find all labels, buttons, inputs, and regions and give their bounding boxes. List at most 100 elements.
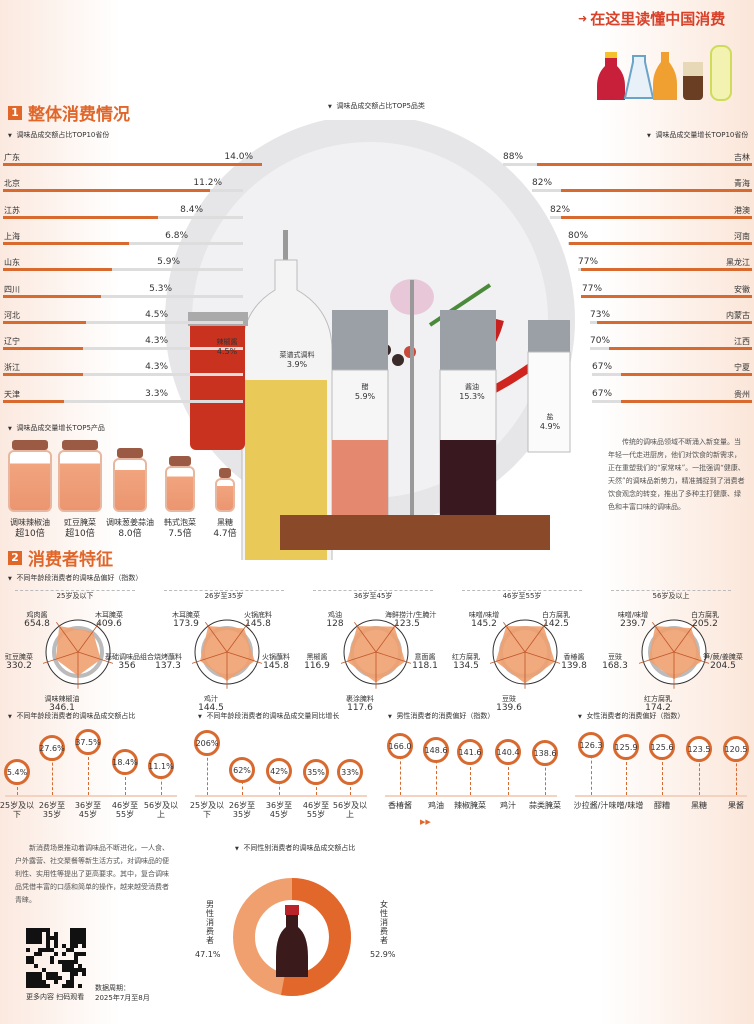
radar-axis: [226, 621, 249, 653]
qr-module: [70, 980, 74, 984]
radar-item-name: 白方腐乳: [691, 611, 719, 619]
qr-module: [38, 928, 42, 932]
female-label: 女性消费者: [380, 900, 388, 945]
qr-module: [42, 968, 46, 972]
radar-item-name: 火锅底料: [244, 611, 272, 619]
radar-axis: [77, 651, 114, 664]
province-label: 青海: [734, 179, 750, 189]
radar-label: 红方腐乳 134.5: [444, 653, 488, 671]
growth-bar: [537, 163, 752, 166]
arrow-icon: ➜: [578, 12, 588, 25]
value-bubble: 35%: [303, 759, 329, 785]
qr-module: [50, 956, 54, 960]
qr-module: [34, 940, 38, 944]
province-value: 8.4%: [180, 204, 203, 215]
growth-bar: [569, 241, 752, 245]
qr-module: [46, 932, 50, 936]
qr-module: [82, 968, 86, 972]
radar-label: 味噌/味增 239.7: [611, 611, 655, 629]
qr-module: [50, 948, 54, 952]
qr-module: [50, 960, 54, 964]
qr-module: [66, 984, 70, 988]
qr-module: [26, 936, 30, 940]
province-label: 上海: [4, 231, 20, 241]
bar-track: [3, 373, 243, 377]
bubble-baseline: [195, 795, 367, 797]
more-arrows-icon: ▶▶: [420, 818, 431, 826]
bubble-category: 辣椒腌菜: [454, 801, 486, 810]
data-period: 数据周期： 2025年7月至8月: [95, 984, 150, 1002]
bubble-category: 醪糟: [654, 801, 670, 810]
radar-axis: [205, 621, 228, 653]
province-label: 天津: [4, 389, 20, 399]
province-label: 广东: [4, 153, 20, 162]
qr-module: [42, 928, 46, 932]
value-bubble: 42%: [266, 758, 292, 784]
value-bubble: 18.4%: [112, 749, 138, 775]
radar-item-value: 145.8: [263, 661, 289, 671]
qr-module: [78, 968, 82, 972]
radar-label: 味噌/味增 145.2: [462, 611, 506, 629]
radar-axis: [375, 651, 412, 664]
radar-item-value: 168.3: [602, 661, 628, 671]
radar-item-name: 裹涂腌料: [346, 695, 374, 703]
radar-chart: [489, 619, 561, 689]
radar-chart: [191, 619, 263, 689]
growth-value: 88%: [503, 152, 524, 162]
product-value: 超10倍: [15, 529, 45, 539]
province-value: 5.9%: [157, 257, 180, 268]
radar-item-value: 144.5: [198, 703, 224, 713]
radar-item-value: 173.9: [173, 619, 199, 629]
radar-axis: [652, 621, 675, 653]
radar-axis: [673, 621, 696, 653]
radar-item-name: 基础调味品组合: [105, 653, 154, 661]
growth-bar: [561, 189, 752, 193]
growth-value: 73%: [590, 309, 611, 320]
bubble-category: 黑糖: [691, 801, 707, 810]
male-value: 47.1%: [195, 950, 221, 959]
plate-illustration: [165, 120, 575, 560]
qr-module: [58, 976, 62, 980]
qr-module: [26, 984, 30, 988]
province-label: 辽宁: [4, 337, 20, 347]
qr-module: [34, 936, 38, 940]
radar-item-value: 134.5: [453, 661, 479, 671]
qr-module: [38, 932, 42, 936]
radar-label: 意面酱 118.1: [403, 653, 447, 671]
bubble-baseline: [385, 795, 557, 797]
section2-title: 2 消费者特征: [8, 545, 113, 570]
province-value: 14.0%: [224, 152, 253, 162]
jar-lid-icon: [12, 440, 48, 450]
jar-icon: [58, 450, 102, 512]
radar-chart: [638, 619, 710, 689]
radar-item-name: 豆豉: [608, 653, 622, 661]
growth-bar: [609, 347, 752, 351]
radar-label: 海鲜捞汁/生腌汁 123.5: [385, 611, 436, 629]
qr-module: [42, 948, 46, 952]
qr-module: [46, 944, 50, 948]
qr-module: [70, 944, 74, 948]
qr-module: [82, 952, 86, 956]
growth-value: 80%: [568, 230, 589, 241]
qr-module: [38, 972, 42, 976]
qr-module: [78, 940, 82, 944]
bubble-stem: [545, 753, 546, 795]
province-value: 11.2%: [193, 178, 222, 189]
value-bubble: 141.6: [457, 739, 483, 765]
jar-icon: [8, 450, 52, 512]
radar-label: 香椿酱 139.8: [552, 653, 596, 671]
radar-chart: [340, 619, 412, 689]
value-bubble: 138.6: [532, 740, 558, 766]
qr-code[interactable]: [26, 928, 86, 988]
radar-area: [200, 626, 255, 682]
radar-axis: [354, 621, 377, 653]
qr-module: [70, 964, 74, 968]
province-label: 江西: [734, 337, 750, 347]
value-bubble: 140.4: [495, 739, 521, 765]
value-bubble: 37.5%: [75, 729, 101, 755]
qr-module: [78, 984, 82, 988]
qr-module: [38, 948, 42, 952]
radar-label: 豆豉 139.6: [487, 695, 531, 713]
bubble-category: 果酱: [728, 801, 744, 810]
qr-caption: 更多内容 扫码观看: [26, 993, 85, 1001]
